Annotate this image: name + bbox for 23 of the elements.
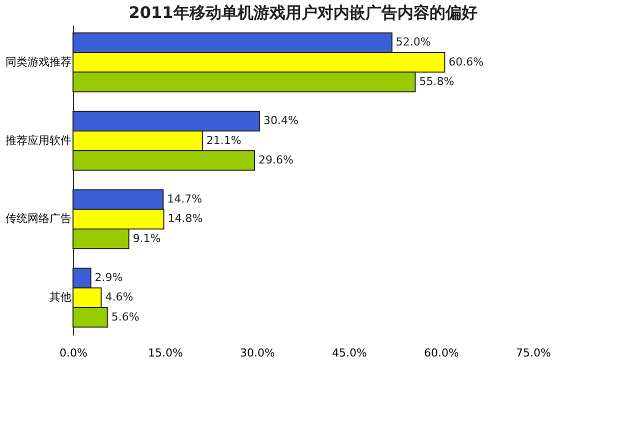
x-tick-label: 0.0% xyxy=(60,346,88,360)
data-label: 60.6% xyxy=(448,55,484,68)
y-tick-label: 其他 xyxy=(50,290,72,304)
data-label: 5.6% xyxy=(111,310,140,324)
x-tick-label: 75.0% xyxy=(516,346,551,360)
y-tick-label: 同类游戏推荐 xyxy=(6,55,72,68)
data-label: 30.4% xyxy=(263,114,298,128)
data-label: 14.7% xyxy=(167,192,202,206)
x-tick-label: 60.0% xyxy=(424,346,459,360)
data-label: 55.8% xyxy=(419,74,454,88)
data-label: 21.1% xyxy=(206,134,242,147)
x-tick-label: 30.0% xyxy=(240,346,275,360)
chart-title: 2011年移动单机游戏用户对内嵌广告内容的偏好 xyxy=(128,3,478,22)
y-tick-label: 传统网络广告 xyxy=(6,212,72,226)
data-label: 14.8% xyxy=(168,212,203,226)
y-tick-label: 推荐应用软件 xyxy=(6,134,72,147)
data-label: 29.6% xyxy=(258,153,294,166)
x-tick-label: 45.0% xyxy=(332,346,367,360)
data-label: 52.0% xyxy=(396,36,431,49)
data-label: 9.1% xyxy=(132,232,161,245)
data-label: 2.9% xyxy=(94,271,123,284)
x-tick-label: 15.0% xyxy=(148,346,183,360)
data-label: 4.6% xyxy=(105,290,134,304)
